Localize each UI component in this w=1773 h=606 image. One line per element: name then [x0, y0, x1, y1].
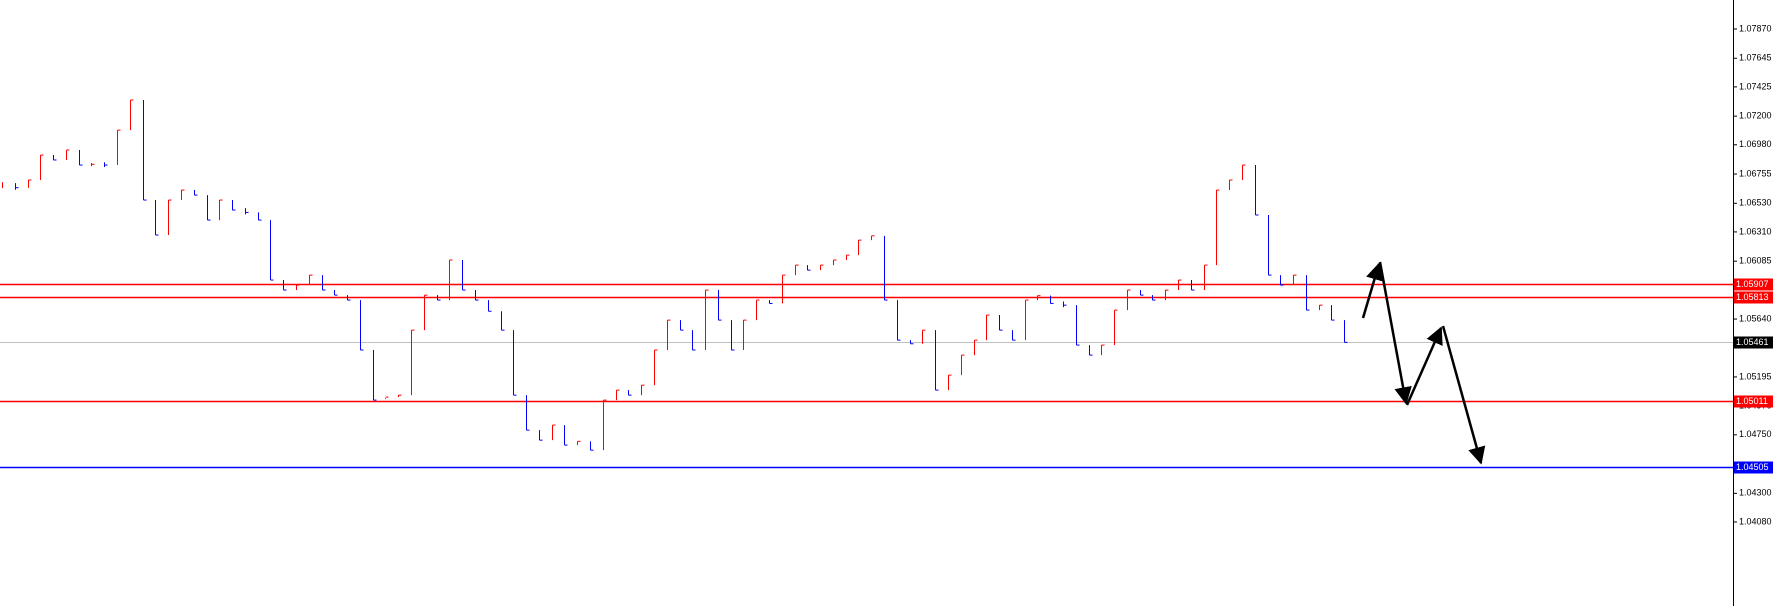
price-label: 1.04505	[1736, 462, 1769, 472]
price-label: 1.05011	[1736, 396, 1768, 406]
y-tick-label: 1.04750	[1739, 429, 1772, 439]
y-tick-label: 1.04300	[1739, 488, 1772, 498]
price-label: 1.05813	[1736, 292, 1769, 302]
y-tick-label: 1.05640	[1739, 313, 1772, 323]
price-label-box	[1734, 336, 1773, 349]
arrow	[1441, 325, 1486, 465]
y-tick-label: 1.06755	[1739, 168, 1772, 178]
projection-arrows	[1361, 261, 1486, 465]
y-tick-label: 1.06310	[1739, 226, 1772, 236]
price-label-box	[1734, 461, 1773, 474]
price-label-box	[1734, 278, 1773, 291]
y-tick-label: 1.05195	[1739, 371, 1772, 381]
arrow	[1405, 326, 1443, 406]
arrow	[1361, 262, 1383, 319]
y-tick-label: 1.06980	[1739, 139, 1772, 149]
y-tick-label: 1.06530	[1739, 198, 1772, 208]
price-label-box	[1734, 395, 1773, 408]
y-tick-label: 1.07645	[1739, 53, 1772, 63]
y-tick-label: 1.07870	[1739, 23, 1772, 33]
price-label-box	[1734, 291, 1773, 304]
price-label: 1.05907	[1736, 279, 1769, 289]
y-tick-label: 1.06085	[1739, 256, 1772, 266]
y-tick-label: 1.04080	[1739, 516, 1772, 526]
y-tick-label: 1.07200	[1739, 111, 1772, 121]
arrow	[1378, 261, 1412, 405]
price-label: 1.05461	[1736, 337, 1769, 347]
y-tick-label: 1.07425	[1739, 81, 1772, 91]
